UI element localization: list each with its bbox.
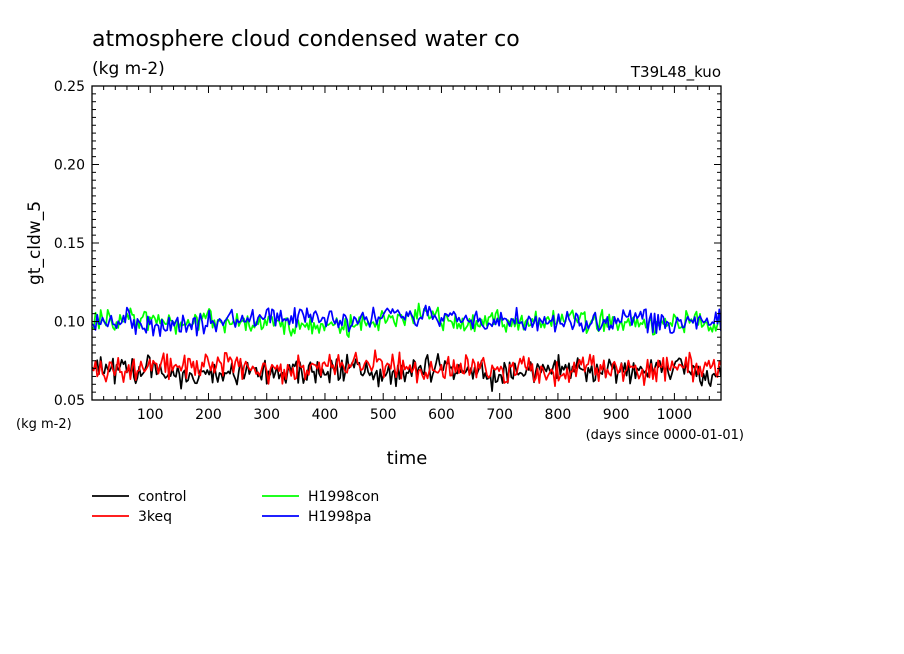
x-tick-label: 1000 [657, 407, 693, 423]
series-line-control [92, 353, 721, 392]
y-tick-label: 0.15 [54, 236, 85, 252]
y-axis-units: (kg m-2) [16, 417, 72, 432]
x-tick-label: 200 [195, 407, 222, 423]
x-tick-label: 400 [312, 407, 339, 423]
x-tick-label: 600 [428, 407, 455, 423]
y-axis-label: gt_cldw_5 [25, 201, 45, 285]
legend: control 3keq H1998con H1998pa [92, 489, 379, 525]
legend-label-H1998con: H1998con [308, 489, 379, 505]
x-tick-label: 900 [603, 407, 630, 423]
series-line-H1998pa [92, 304, 721, 337]
series-line-3keq [92, 349, 721, 388]
y-tick-label: 0.25 [54, 79, 85, 95]
x-tick-label: 300 [253, 407, 280, 423]
x-tick-label: 500 [370, 407, 397, 423]
x-tick-label: 700 [486, 407, 513, 423]
y-tick-label: 0.05 [54, 393, 85, 409]
legend-label-control: control [138, 489, 187, 505]
x-axis-units: (days since 0000-01-01) [586, 428, 744, 443]
y-tick-label: 0.10 [54, 315, 85, 331]
axes: 100 200 300 400 500 600 700 800 900 1000 0.05 0.10 0… [54, 79, 722, 423]
x-tick-label: 800 [545, 407, 572, 423]
x-tick-label: 100 [137, 407, 164, 423]
x-axis-label: time [387, 448, 428, 469]
plot-frame [91, 85, 722, 401]
chart-title: atmosphere cloud condensed water co [92, 27, 520, 52]
legend-label-3keq: 3keq [138, 509, 172, 525]
y-tick-label: 0.20 [54, 158, 85, 174]
legend-label-H1998pa: H1998pa [308, 509, 372, 525]
run-label: T39L48_kuo [630, 63, 721, 82]
plot-lines [92, 302, 721, 392]
chart-subtitle: (kg m-2) [92, 59, 165, 79]
